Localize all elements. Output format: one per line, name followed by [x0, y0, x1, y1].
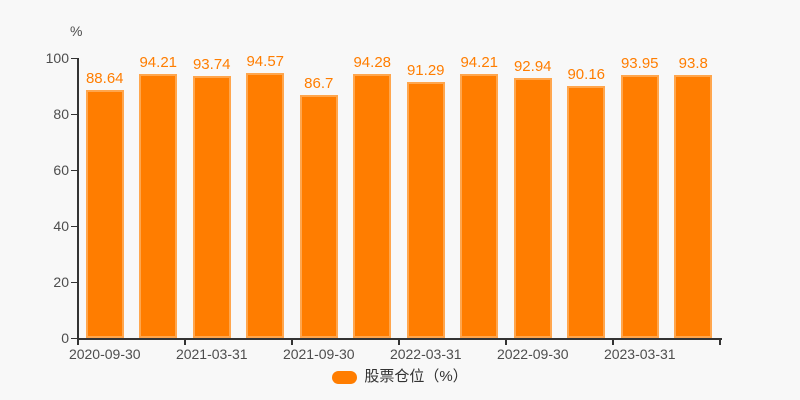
bar-value-label: 92.94	[513, 57, 552, 75]
x-tick-label: 2023-03-31	[603, 346, 676, 362]
y-tick	[71, 57, 77, 59]
x-tick	[612, 340, 614, 345]
bar[interactable]	[674, 75, 713, 338]
bar[interactable]	[85, 89, 124, 338]
bar-value-label: 94.28	[353, 54, 392, 72]
bar[interactable]	[406, 82, 445, 338]
bar[interactable]	[192, 75, 231, 338]
bar-value-label: 93.95	[620, 54, 659, 72]
y-tick-label: 40	[53, 218, 69, 234]
legend-label[interactable]: 股票仓位（%）	[364, 368, 468, 385]
bar[interactable]	[353, 74, 392, 338]
y-axis-line	[77, 58, 79, 340]
y-tick	[71, 281, 77, 283]
bar[interactable]	[246, 73, 285, 338]
bar-value-label: 90.16	[567, 65, 606, 83]
bar[interactable]	[620, 74, 659, 338]
y-tick	[71, 113, 77, 115]
x-tick	[719, 340, 721, 345]
x-tick-label: 2020-09-30	[68, 346, 141, 362]
legend-marker-icon[interactable]	[332, 370, 358, 384]
x-tick-label: 2021-09-30	[282, 346, 355, 362]
x-tick	[291, 340, 293, 345]
y-tick-label: 20	[53, 274, 69, 290]
bar[interactable]	[299, 95, 338, 338]
y-tick-label: 0	[61, 330, 69, 346]
bar[interactable]	[460, 74, 499, 338]
bar-value-label: 88.64	[85, 69, 124, 87]
y-tick	[71, 225, 77, 227]
x-tick-label: 2021-03-31	[175, 346, 248, 362]
bar[interactable]	[513, 77, 552, 338]
y-tick-label: 80	[53, 106, 69, 122]
x-tick-label: 2022-03-31	[389, 346, 462, 362]
bar[interactable]	[567, 85, 606, 338]
x-tick	[505, 340, 507, 345]
x-tick-label: 2022-09-30	[496, 346, 569, 362]
bar-value-label: 94.21	[460, 54, 499, 72]
y-tick-label: 100	[45, 50, 69, 66]
x-tick	[184, 340, 186, 345]
bar-value-label: 93.8	[678, 55, 708, 73]
y-axis-unit-label: %	[70, 23, 83, 39]
y-tick	[71, 169, 77, 171]
bar-value-label: 94.21	[139, 54, 178, 72]
y-tick-label: 60	[53, 162, 69, 178]
x-axis-line	[77, 338, 722, 340]
bar-value-label: 93.74	[192, 55, 231, 73]
x-tick	[77, 340, 79, 345]
legend: 股票仓位（%）	[0, 368, 800, 386]
bar-value-label: 94.57	[246, 53, 285, 71]
bar-value-label: 86.7	[304, 75, 334, 93]
bar-value-label: 91.29	[406, 62, 445, 80]
y-tick	[71, 337, 77, 339]
bar[interactable]	[139, 74, 178, 338]
x-tick	[398, 340, 400, 345]
